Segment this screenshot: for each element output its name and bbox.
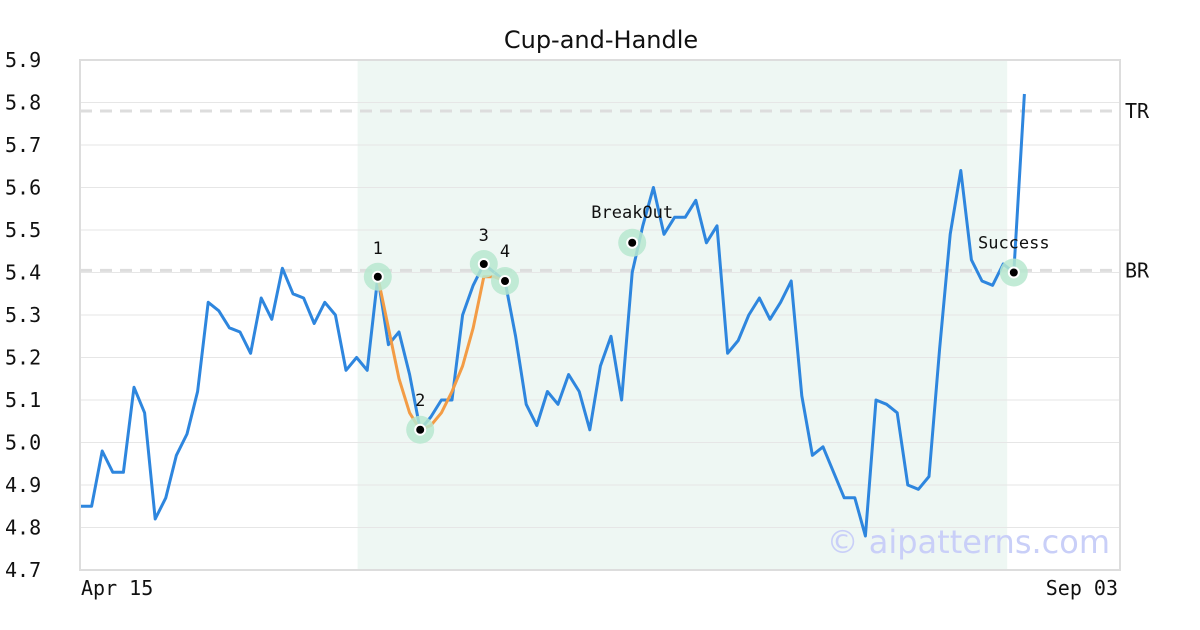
marker-dot-1 bbox=[371, 270, 384, 283]
marker-dot-breakout bbox=[626, 236, 639, 249]
plot-frame bbox=[79, 59, 1121, 571]
level-label-br: BR bbox=[1125, 258, 1150, 282]
y-tick-label: 5.8 bbox=[5, 91, 41, 115]
marker-label-4: 4 bbox=[500, 242, 510, 262]
axes-layer: 5.9 5.8 5.7 5.6 5.5 5.4 5.3 5.2 5.1 5.0 4.9 4.8 4.7 A… bbox=[5, 48, 1118, 600]
x-tick-label: Sep 03 bbox=[1046, 576, 1118, 600]
y-tick-label: 5.7 bbox=[5, 133, 41, 157]
y-tick-label: 4.7 bbox=[5, 558, 41, 582]
marker-label-breakout: BreakOut bbox=[591, 203, 673, 223]
marker-dot-success bbox=[1007, 266, 1020, 279]
watermark: © aipatterns.com bbox=[827, 523, 1110, 561]
y-tick-label: 4.8 bbox=[5, 516, 41, 540]
marker-dot-3 bbox=[477, 258, 490, 270]
marker-label-2: 2 bbox=[415, 391, 425, 411]
marker-dot-4 bbox=[499, 275, 511, 287]
y-tick-label: 5.3 bbox=[5, 303, 41, 327]
y-tick-label: 5.0 bbox=[5, 431, 41, 455]
price-line bbox=[81, 93, 1026, 538]
y-tick-label: 5.1 bbox=[5, 388, 41, 412]
chart-title: Cup-and-Handle bbox=[504, 26, 698, 54]
y-tick-label: 5.5 bbox=[5, 218, 41, 242]
markers-layer: 1 2 34 BreakOut Success bbox=[363, 203, 1050, 444]
grid-layer bbox=[80, 102, 1120, 528]
marker-label-3: 3 bbox=[479, 226, 489, 246]
level-label-tr: TR bbox=[1125, 99, 1150, 123]
marker-dot-2 bbox=[414, 423, 427, 436]
marker-label-1: 1 bbox=[373, 239, 383, 259]
marker-label-success: Success bbox=[978, 234, 1050, 254]
y-tick-label: 5.2 bbox=[5, 346, 41, 370]
y-tick-label: 5.4 bbox=[5, 261, 41, 285]
y-tick-label: 5.6 bbox=[5, 176, 41, 200]
y-tick-label: 4.9 bbox=[5, 473, 41, 497]
y-tick-label: 5.9 bbox=[5, 48, 41, 72]
x-tick-label: Apr 15 bbox=[81, 576, 153, 600]
